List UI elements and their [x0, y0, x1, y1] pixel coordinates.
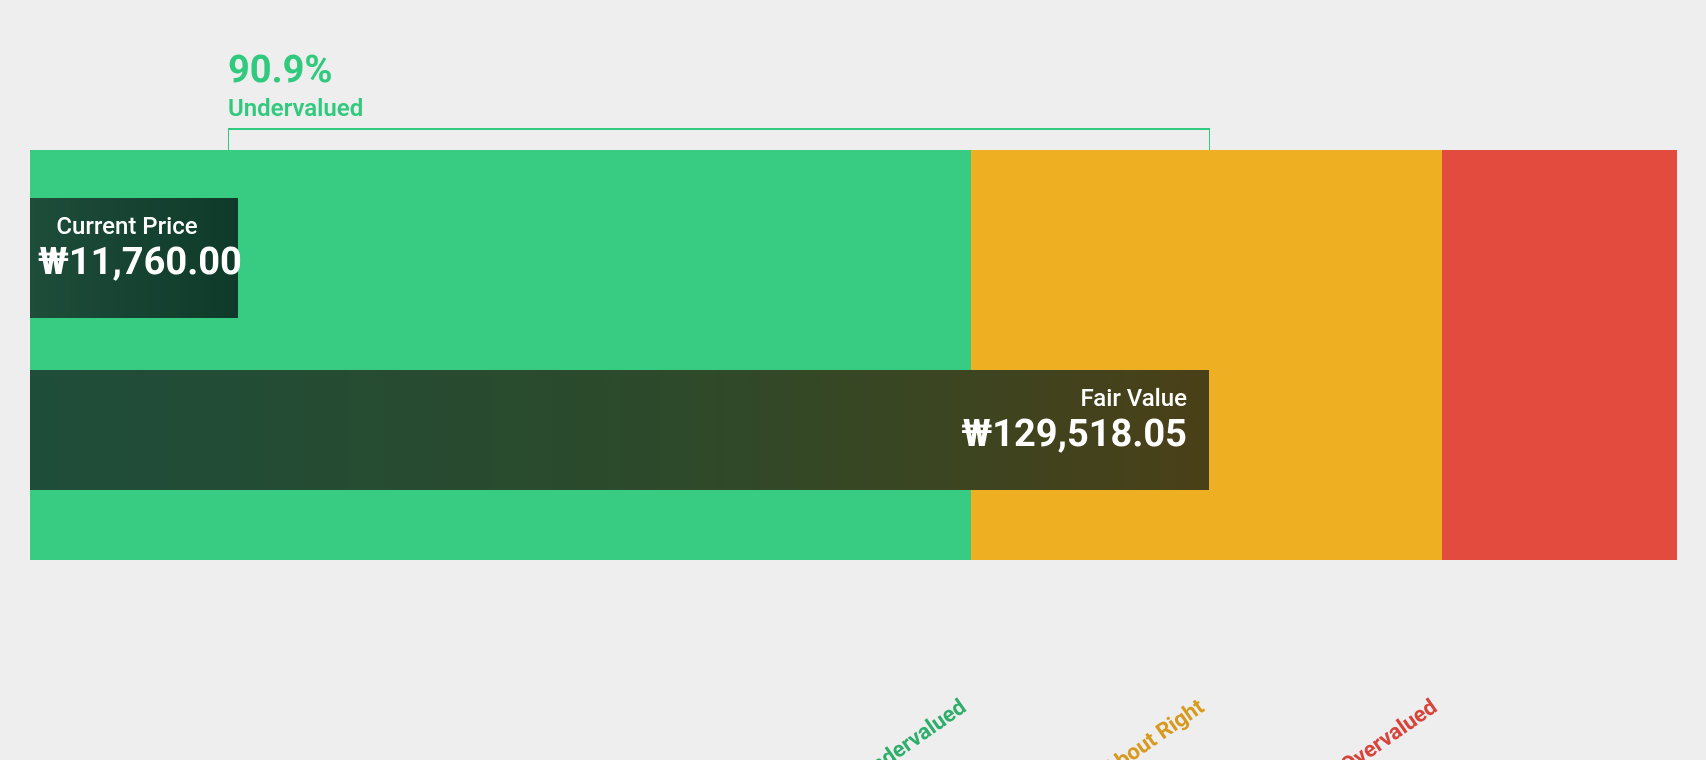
undervalued-label: Undervalued: [228, 94, 363, 122]
current-price-label: Current Price: [38, 212, 216, 240]
header-tick-right: [1209, 128, 1210, 150]
segment-overvalued: [1442, 150, 1677, 560]
fair-value-box: Fair Value ₩129,518.05: [30, 370, 1209, 490]
undervalued-percent: 90.9%: [228, 48, 333, 92]
axis-label-overvalued: 20% Overvalued: [1298, 695, 1442, 760]
current-price-box: Current Price ₩11,760.00: [30, 198, 238, 318]
header-tick-left: [228, 128, 229, 150]
fair-value-amount: ₩129,518.05: [52, 412, 1187, 456]
axis-label-about-right: About Right: [1099, 695, 1209, 760]
valuation-chart: 90.9% Undervalued Fair Value ₩129,518.05…: [0, 0, 1706, 760]
segment-about-right: [971, 150, 1442, 560]
header-range-line: [228, 128, 1209, 130]
fair-value-label: Fair Value: [52, 384, 1187, 412]
axis-label-undervalued: 20% Undervalued: [816, 695, 971, 760]
current-price-amount: ₩11,760.00: [38, 240, 216, 284]
valuation-bar: [0, 150, 1706, 560]
